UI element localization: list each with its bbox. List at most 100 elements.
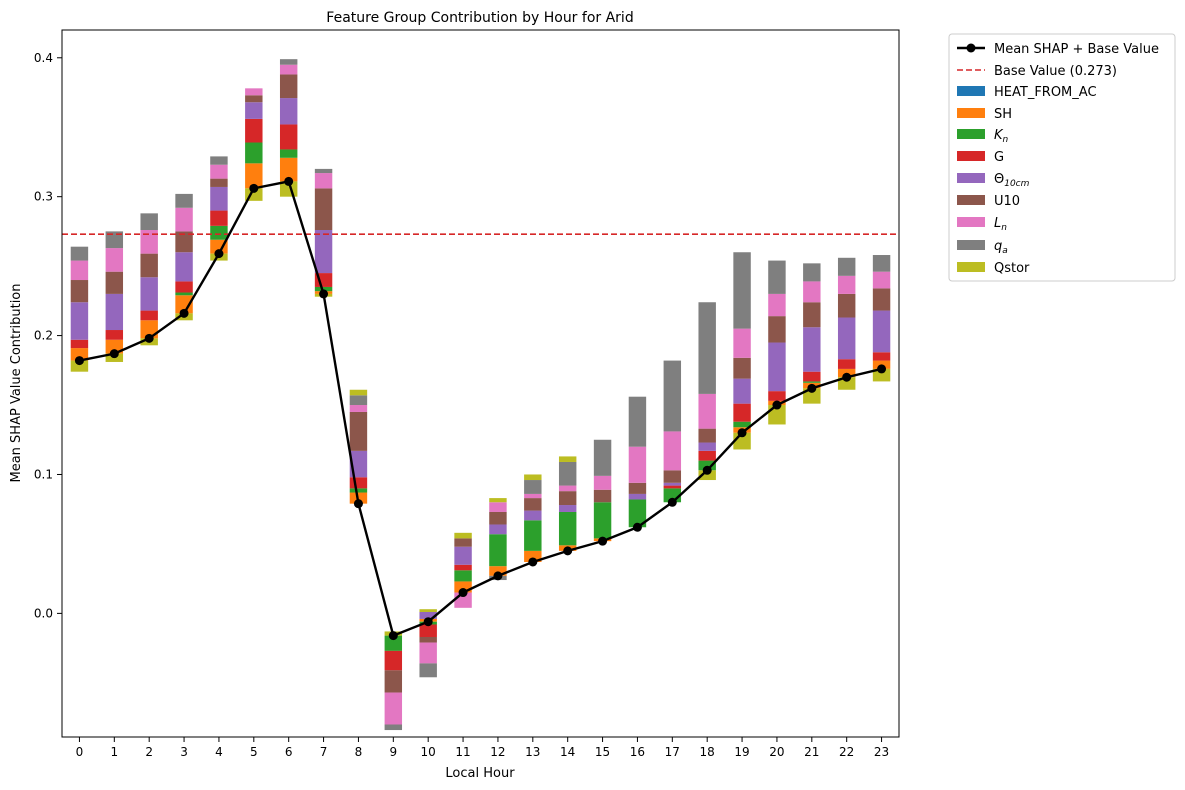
bar-segment <box>524 510 542 521</box>
bar-segment <box>489 502 507 512</box>
legend: Mean SHAP + Base Value Base Value (0.273… <box>948 33 1176 282</box>
bar-segment <box>210 156 228 165</box>
legend-g-label: G <box>994 150 1004 165</box>
bar-segment <box>733 378 751 404</box>
x-tick-label: 10 <box>421 745 436 759</box>
bar-segment <box>279 157 298 182</box>
bar-segment <box>140 213 158 231</box>
bar-segment <box>663 360 682 432</box>
mean-point <box>144 333 154 343</box>
bar-segment <box>558 491 577 506</box>
bar-segment <box>314 286 333 292</box>
bar-segment <box>279 124 298 150</box>
x-tick-label: 7 <box>320 745 328 759</box>
bar-segment <box>768 260 786 294</box>
mean-point <box>353 499 363 509</box>
bar-segment <box>175 292 193 296</box>
bar-segment <box>628 482 647 494</box>
mean-point <box>632 522 642 532</box>
bar-segment <box>384 692 403 725</box>
bar-segment <box>105 293 124 331</box>
bar-segment <box>872 310 891 353</box>
mean-point <box>284 176 294 186</box>
bar-segment <box>419 611 437 619</box>
bar-segment <box>524 493 542 499</box>
x-tick-label: 5 <box>250 745 258 759</box>
legend-kn-label: Kn <box>994 128 1009 145</box>
bar-segment <box>210 210 228 226</box>
bar-segment <box>593 439 612 476</box>
bar-segment <box>837 275 856 294</box>
bar-segment <box>105 248 124 272</box>
bar-segment <box>175 252 193 282</box>
bar-segment <box>663 485 682 489</box>
bar-segment <box>733 252 751 329</box>
mean-point <box>528 557 538 567</box>
bar-segment <box>698 442 716 451</box>
x-tick-label: 15 <box>595 745 610 759</box>
mean-point <box>388 631 398 641</box>
x-tick-label: 4 <box>215 745 223 759</box>
legend-theta-main: Θ <box>994 172 1004 187</box>
bar-segment <box>698 460 716 471</box>
bar-segment <box>279 98 298 125</box>
bar-segment <box>803 388 821 404</box>
bar-segment <box>663 482 682 486</box>
bar-segment <box>489 534 507 567</box>
bar-segment <box>245 88 263 96</box>
legend-kn-sub: n <box>1003 135 1009 145</box>
bar-segment <box>314 188 333 231</box>
mean-point <box>423 617 433 627</box>
bar-segment <box>419 624 437 637</box>
bar-segment <box>70 360 89 372</box>
legend-qa-swatch <box>957 240 985 250</box>
legend-heat-swatch <box>957 86 985 96</box>
bar-segment <box>210 225 228 240</box>
bar-segment <box>70 280 89 303</box>
bar-segment <box>210 178 228 187</box>
bar-segment <box>70 339 89 349</box>
bar-segment <box>733 357 751 379</box>
bar-segment <box>349 477 368 489</box>
chart-title: Feature Group Contribution by Hour for A… <box>326 10 633 26</box>
bar-segment <box>837 257 856 276</box>
bar-segment <box>837 293 856 318</box>
bar-segment <box>384 670 403 693</box>
bar-segment <box>70 260 89 281</box>
bar-segment <box>175 207 193 232</box>
bar-segment <box>454 564 472 571</box>
legend-frame <box>948 33 1176 282</box>
bar-segment <box>384 650 403 671</box>
legend-ln-label: Ln <box>994 216 1007 233</box>
bar-segment <box>454 538 472 547</box>
bar-segment <box>314 230 333 274</box>
legend-theta-label: Θ10cm <box>994 172 1030 189</box>
x-tick-label: 3 <box>180 745 188 759</box>
bar-segment <box>175 231 193 253</box>
bar-segment <box>663 431 682 471</box>
y-tick-label: 0.1 <box>34 467 53 481</box>
bar-segment <box>349 405 368 412</box>
x-tick-label: 18 <box>700 745 715 759</box>
bar-segment <box>733 403 751 422</box>
bar-segment <box>768 342 786 392</box>
bar-segment <box>663 470 682 483</box>
bar-segment <box>524 520 542 551</box>
bar-segment <box>733 328 751 358</box>
mean-point <box>667 497 677 507</box>
bar-segment <box>628 493 647 500</box>
bar-segment <box>454 570 472 582</box>
bars-layer <box>70 59 891 731</box>
x-axis: 0 1 2 3 4 5 6 7 8 9 10 11 12 13 14 15 16 17 18 19 20 21 22 23 <box>76 737 889 759</box>
legend-mean-label: Mean SHAP + Base Value <box>994 42 1159 57</box>
bar-segment <box>628 396 647 447</box>
bar-segment <box>105 271 124 294</box>
bar-segment <box>768 391 786 401</box>
bar-segment <box>768 316 786 343</box>
bar-segment <box>489 511 507 525</box>
bar-segment <box>384 724 403 731</box>
x-tick-label: 9 <box>389 745 397 759</box>
bar-segment <box>210 164 228 179</box>
bar-segment <box>698 470 716 481</box>
x-tick-label: 0 <box>76 745 84 759</box>
